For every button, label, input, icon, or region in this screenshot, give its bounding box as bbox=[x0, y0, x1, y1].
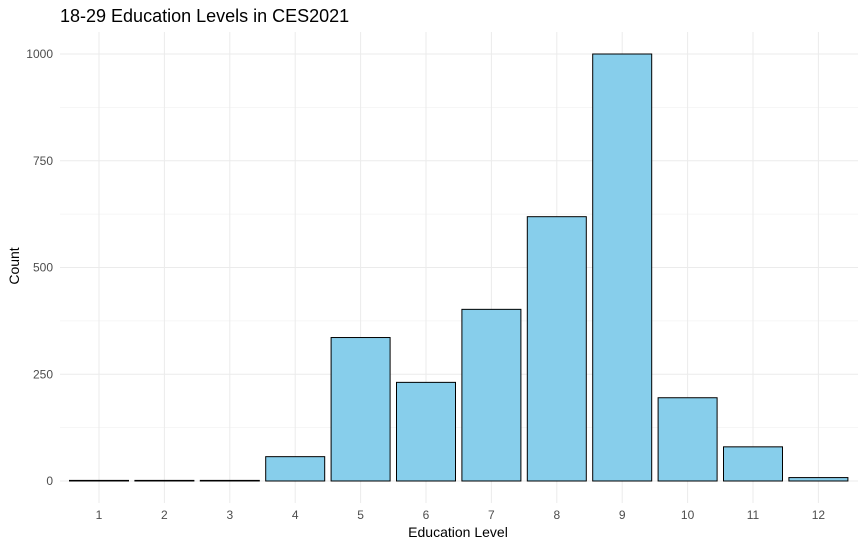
x-tick-label-9: 9 bbox=[619, 508, 626, 522]
bar-1 bbox=[69, 479, 129, 482]
bar-6 bbox=[396, 381, 456, 482]
bar-12 bbox=[788, 477, 849, 482]
x-tick-label-3: 3 bbox=[226, 508, 233, 522]
y-tick-label-0: 0 bbox=[46, 474, 53, 488]
bar-11 bbox=[723, 446, 783, 482]
x-tick-label-2: 2 bbox=[161, 508, 168, 522]
x-tick-label-4: 4 bbox=[292, 508, 299, 522]
x-tick-label-12: 12 bbox=[812, 508, 826, 522]
bar-8 bbox=[526, 216, 587, 482]
x-tick-label-8: 8 bbox=[553, 508, 560, 522]
x-tick-label-7: 7 bbox=[488, 508, 495, 522]
bar-9 bbox=[592, 53, 653, 482]
bar-5 bbox=[330, 337, 391, 482]
x-tick-label-10: 10 bbox=[681, 508, 695, 522]
chart-title: 18-29 Education Levels in CES2021 bbox=[60, 6, 349, 26]
y-tick-label-1000: 1000 bbox=[26, 47, 53, 61]
x-axis-title: Education Level bbox=[408, 524, 508, 540]
y-axis-ticks: 0 250 500 750 1000 bbox=[26, 47, 53, 488]
y-tick-label-750: 750 bbox=[33, 154, 53, 168]
grid bbox=[60, 32, 858, 503]
y-tick-label-500: 500 bbox=[33, 261, 53, 275]
x-axis-ticks: 1 2 3 4 5 6 7 8 9 10 11 12 bbox=[96, 508, 826, 522]
x-tick-label-1: 1 bbox=[96, 508, 103, 522]
y-axis-title: Count bbox=[6, 247, 22, 284]
bar-7 bbox=[461, 308, 522, 482]
x-tick-label-11: 11 bbox=[747, 508, 760, 522]
bar-3 bbox=[199, 479, 260, 482]
bars bbox=[69, 53, 849, 482]
y-tick-label-250: 250 bbox=[33, 367, 53, 381]
bar-4 bbox=[265, 456, 326, 482]
x-tick-label-5: 5 bbox=[357, 508, 364, 522]
bar-10 bbox=[657, 397, 718, 482]
x-tick-label-6: 6 bbox=[423, 508, 430, 522]
bar-2 bbox=[134, 479, 195, 482]
